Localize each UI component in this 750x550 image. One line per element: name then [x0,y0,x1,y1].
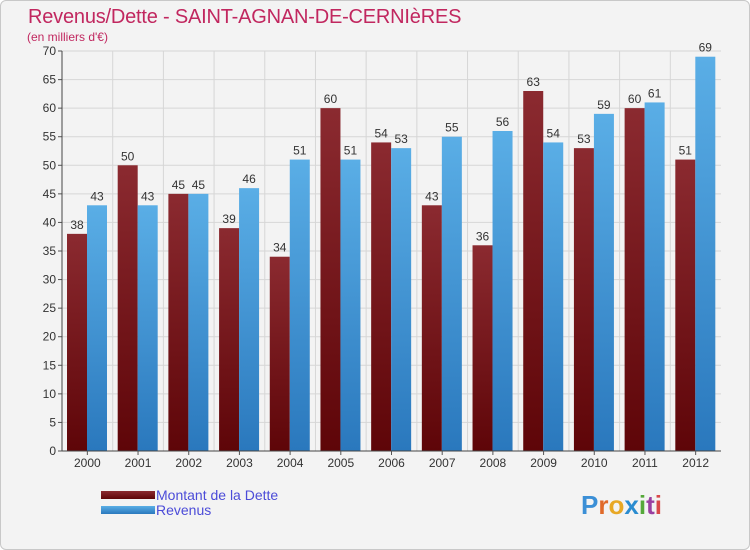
value-label-dette: 54 [374,126,388,140]
bar-revenus [188,193,209,451]
value-label-revenus: 43 [90,189,104,203]
chart-subtitle: (en milliers d'€) [27,30,108,44]
logo-letter: o [608,490,625,520]
value-label-dette: 39 [222,212,236,226]
x-tick-label: 2003 [226,456,253,470]
x-tick-label: 2008 [480,456,507,470]
y-tick-label: 70 [43,44,57,58]
logo-letter: i [638,490,647,520]
legend-label-revenus: Revenus [156,502,212,518]
logo-letter: t [646,490,655,520]
bar-dette [371,142,392,451]
logo-letter: r [598,490,609,520]
y-tick-label: 20 [43,330,57,344]
bar-revenus [340,159,361,452]
bar-dette [523,91,544,451]
legend-label-dette: Montant de la Dette [156,487,279,503]
value-label-revenus: 69 [699,41,713,55]
logo-letter: x [624,490,639,520]
value-label-dette: 38 [70,218,84,232]
value-label-revenus: 61 [648,86,662,100]
x-tick-label: 2001 [125,456,152,470]
x-tick-label: 2010 [581,456,608,470]
bar-revenus [695,56,716,451]
x-tick-label: 2009 [530,456,557,470]
bar-revenus [441,136,462,451]
value-label-dette: 63 [527,75,541,89]
x-tick-label: 2006 [378,456,405,470]
y-tick-label: 55 [43,130,57,144]
legend-swatch-revenus [101,506,155,514]
bar-revenus [492,131,513,451]
bar-revenus [593,113,614,451]
x-tick-label: 2002 [175,456,202,470]
x-tick-label: 2000 [74,456,101,470]
bar-revenus [543,142,564,451]
value-label-revenus: 55 [445,121,459,135]
bar-dette [219,228,240,451]
value-label-dette: 45 [172,178,186,192]
y-tick-label: 25 [43,301,57,315]
bar-dette [472,245,493,451]
y-tick-label: 65 [43,73,57,87]
chart-title: Revenus/Dette - SAINT-AGNAN-DE-CERNIèRES [28,6,462,28]
value-label-revenus: 59 [597,98,611,112]
x-tick-label: 2012 [682,456,709,470]
y-tick-label: 10 [43,387,57,401]
value-label-revenus: 51 [344,144,358,158]
value-label-revenus: 53 [394,132,408,146]
value-label-revenus: 45 [192,178,206,192]
value-label-dette: 60 [628,92,642,106]
y-tick-label: 0 [49,444,56,458]
y-tick-label: 35 [43,244,57,258]
bar-revenus [391,148,412,451]
bar-dette [67,233,87,451]
value-label-dette: 60 [324,92,338,106]
value-label-revenus: 46 [242,172,256,186]
value-label-revenus: 56 [496,115,510,129]
bar-dette [320,108,341,452]
bar-dette [117,165,138,452]
value-label-revenus: 54 [547,126,561,140]
y-tick-label: 30 [43,273,57,287]
value-label-dette: 51 [679,144,693,158]
bar-revenus [137,205,158,451]
bar-revenus [87,205,107,451]
bar-dette [675,159,696,452]
value-label-dette: 50 [121,149,135,163]
bar-dette [269,256,290,451]
y-tick-label: 50 [43,158,57,172]
value-label-dette: 43 [425,189,439,203]
bar-revenus [239,188,260,451]
y-tick-label: 60 [43,101,57,115]
bar-dette [168,193,189,451]
bar-dette [421,205,442,451]
value-label-revenus: 43 [141,189,155,203]
value-label-dette: 36 [476,229,490,243]
proxiti-logo: Proxiti [581,490,662,521]
x-tick-label: 2007 [429,456,456,470]
logo-letter: i [654,490,662,520]
x-tick-label: 2011 [632,456,658,470]
bar-revenus [289,159,310,452]
y-tick-label: 5 [49,415,56,429]
value-label-dette: 34 [273,241,287,255]
value-label-revenus: 51 [293,144,307,158]
logo-letter: P [581,490,599,520]
y-tick-label: 45 [43,187,57,201]
x-tick-label: 2004 [277,456,304,470]
y-tick-label: 15 [43,358,57,372]
bar-dette [573,148,594,451]
x-tick-label: 2005 [327,456,354,470]
bar-revenus [644,102,665,451]
value-label-dette: 53 [577,132,591,146]
legend-swatch-dette [101,491,155,499]
y-tick-label: 40 [43,215,57,229]
bar-dette [624,108,645,452]
